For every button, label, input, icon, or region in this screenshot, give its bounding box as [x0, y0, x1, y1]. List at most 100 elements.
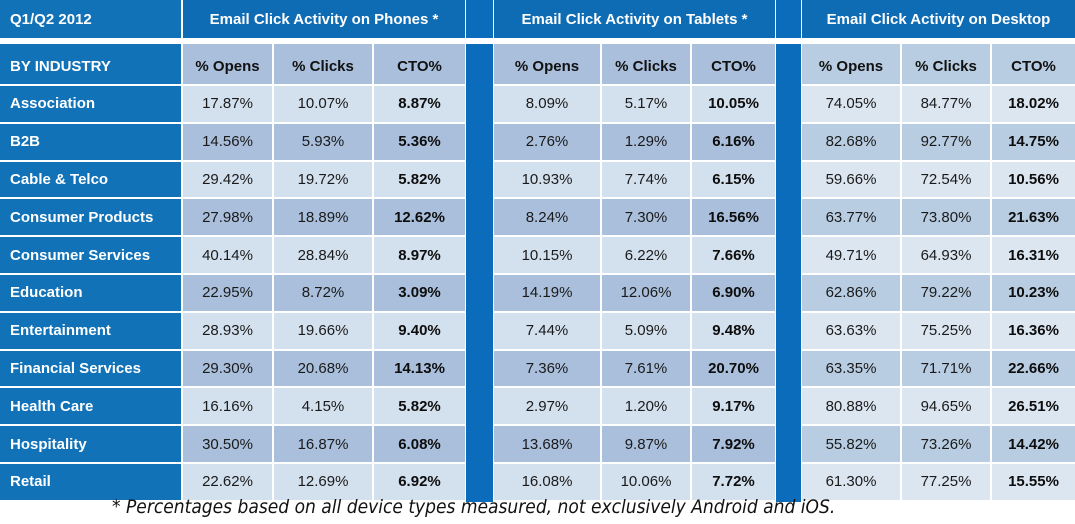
desktop-cto-cell: 22.66%	[992, 350, 1075, 387]
tablets-clicks-cell: 9.87%	[602, 426, 690, 462]
desktop-opens-cell: 61.30%	[802, 464, 900, 500]
phones-cto-cell: 14.13%	[374, 350, 465, 387]
phones-opens-cell: 27.98%	[183, 199, 272, 236]
tablets-clicks-cell: 5.09%	[602, 312, 690, 349]
title-row: Q1/Q2 2012 Email Click Activity on Phone…	[0, 0, 1075, 38]
phones-opens-cell: 40.14%	[183, 237, 272, 273]
tablets-opens-header: % Opens	[494, 44, 600, 84]
desktop-clicks-cell: 77.25%	[902, 464, 990, 500]
divider-strip	[776, 159, 801, 200]
divider-strip	[776, 462, 801, 502]
divider-strip	[466, 0, 493, 38]
tablets-opens-cell: 10.15%	[494, 237, 600, 273]
tablets-clicks-cell: 1.20%	[602, 388, 690, 425]
tablets-cto-cell: 10.05%	[692, 86, 775, 122]
table-row: Retail 22.62% 12.69% 6.92% 16.08% 10.06% 7.72%…	[0, 462, 1075, 502]
industry-label: B2B	[0, 123, 181, 160]
desktop-cto-cell: 16.36%	[992, 312, 1075, 349]
phones-opens-cell: 29.42%	[183, 161, 272, 198]
industry-label: Health Care	[0, 388, 181, 425]
phones-cto-cell: 3.09%	[374, 275, 465, 311]
tablets-opens-cell: 2.76%	[494, 123, 600, 160]
industry-label: Entertainment	[0, 312, 181, 349]
divider-strip	[776, 386, 801, 427]
desktop-cto-cell: 14.75%	[992, 123, 1075, 160]
period-label: Q1/Q2 2012	[0, 0, 181, 38]
tablets-clicks-cell: 5.17%	[602, 86, 690, 122]
tablets-opens-cell: 8.24%	[494, 199, 600, 236]
desktop-clicks-cell: 92.77%	[902, 123, 990, 160]
phones-opens-cell: 30.50%	[183, 426, 272, 462]
divider-strip	[776, 121, 801, 162]
divider-strip	[466, 84, 493, 124]
table-row: B2B 14.56% 5.93% 5.36% 2.76% 1.29% 6.16% 82.68%…	[0, 121, 1075, 162]
phones-clicks-cell: 28.84%	[274, 237, 372, 273]
divider-strip	[466, 121, 493, 162]
divider-strip	[466, 159, 493, 200]
divider-strip	[776, 310, 801, 351]
divider-strip	[776, 44, 801, 84]
divider-strip	[466, 44, 493, 84]
table-row: Consumer Services 40.14% 28.84% 8.97% 10.15%…	[0, 235, 1075, 275]
industry-label: Education	[0, 275, 181, 311]
phones-clicks-cell: 20.68%	[274, 350, 372, 387]
phones-cto-cell: 6.92%	[374, 464, 465, 500]
desktop-opens-cell: 63.63%	[802, 312, 900, 349]
divider-strip	[776, 84, 801, 124]
phones-cto-cell: 5.82%	[374, 161, 465, 198]
phones-clicks-cell: 8.72%	[274, 275, 372, 311]
tablets-cto-cell: 9.17%	[692, 388, 775, 425]
table-row: Cable & Telco 29.42% 19.72% 5.82% 10.93% 7.74…	[0, 159, 1075, 200]
desktop-cto-cell: 10.56%	[992, 161, 1075, 198]
divider-strip	[776, 424, 801, 464]
tablets-opens-cell: 8.09%	[494, 86, 600, 122]
industry-label: Financial Services	[0, 350, 181, 387]
phones-opens-header: % Opens	[183, 44, 272, 84]
tablets-opens-cell: 13.68%	[494, 426, 600, 462]
desktop-cto-cell: 16.31%	[992, 237, 1075, 273]
desktop-clicks-cell: 73.26%	[902, 426, 990, 462]
tablets-cto-cell: 20.70%	[692, 350, 775, 387]
desktop-clicks-cell: 72.54%	[902, 161, 990, 198]
tablets-cto-header: CTO%	[692, 44, 775, 84]
desktop-cto-cell: 21.63%	[992, 199, 1075, 236]
phones-opens-cell: 17.87%	[183, 86, 272, 122]
by-industry-label: BY INDUSTRY	[0, 44, 181, 84]
tablets-clicks-header: % Clicks	[602, 44, 690, 84]
desktop-clicks-cell: 75.25%	[902, 312, 990, 349]
phones-opens-cell: 29.30%	[183, 350, 272, 387]
desktop-cto-header: CTO%	[992, 44, 1075, 84]
desktop-opens-cell: 82.68%	[802, 123, 900, 160]
divider-strip	[466, 424, 493, 464]
tablets-cto-cell: 16.56%	[692, 199, 775, 236]
industry-label: Hospitality	[0, 426, 181, 462]
phones-cto-cell: 8.97%	[374, 237, 465, 273]
desktop-cto-cell: 10.23%	[992, 275, 1075, 311]
phones-opens-cell: 16.16%	[183, 388, 272, 425]
phones-opens-cell: 14.56%	[183, 123, 272, 160]
table-row: Entertainment 28.93% 19.66% 9.40% 7.44% 5.09%…	[0, 310, 1075, 351]
desktop-clicks-cell: 84.77%	[902, 86, 990, 122]
desktop-opens-cell: 49.71%	[802, 237, 900, 273]
desktop-clicks-cell: 79.22%	[902, 275, 990, 311]
divider-strip	[776, 273, 801, 313]
table-row: Education 22.95% 8.72% 3.09% 14.19% 12.06% 6.9…	[0, 273, 1075, 313]
phones-clicks-cell: 19.66%	[274, 312, 372, 349]
table-row: Health Care 16.16% 4.15% 5.82% 2.97% 1.20% 9.1…	[0, 386, 1075, 427]
phones-clicks-cell: 18.89%	[274, 199, 372, 236]
tablets-cto-cell: 9.48%	[692, 312, 775, 349]
tablets-cto-cell: 7.72%	[692, 464, 775, 500]
desktop-cto-cell: 15.55%	[992, 464, 1075, 500]
tablets-cto-cell: 7.66%	[692, 237, 775, 273]
tablets-opens-cell: 7.36%	[494, 350, 600, 387]
phones-opens-cell: 22.62%	[183, 464, 272, 500]
desktop-opens-cell: 59.66%	[802, 161, 900, 198]
desktop-group-title: Email Click Activity on Desktop	[802, 0, 1075, 38]
tablets-opens-cell: 2.97%	[494, 388, 600, 425]
desktop-cto-cell: 18.02%	[992, 86, 1075, 122]
phones-clicks-cell: 5.93%	[274, 123, 372, 160]
tablets-cto-cell: 7.92%	[692, 426, 775, 462]
divider-strip	[776, 197, 801, 238]
phones-cto-cell: 5.82%	[374, 388, 465, 425]
divider-strip	[466, 197, 493, 238]
